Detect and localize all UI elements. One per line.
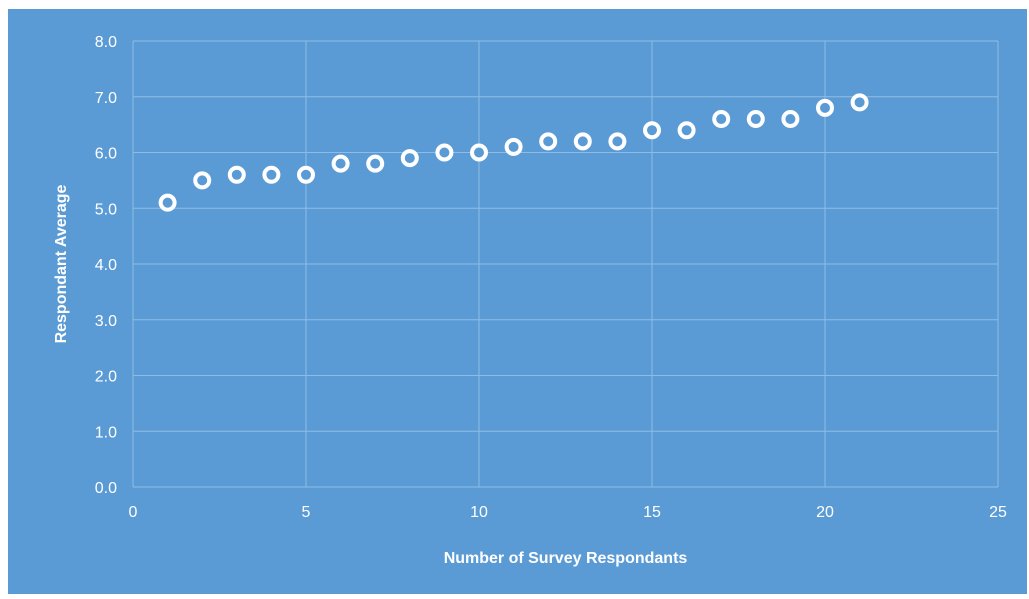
x-tick-label: 5 bbox=[302, 504, 311, 521]
chart-area: 0.0 1.0 2.0 3.0 4.0 5.0 6.0 7.0 8.0 0 5 10 15 20 25 N… bbox=[8, 9, 1027, 594]
data-points bbox=[158, 93, 869, 212]
data-point bbox=[504, 137, 523, 156]
x-tick-label: 15 bbox=[643, 504, 661, 521]
y-tick-label: 4.0 bbox=[95, 257, 117, 274]
x-tick-label: 20 bbox=[816, 504, 834, 521]
data-point bbox=[158, 193, 177, 212]
data-point bbox=[470, 143, 488, 162]
gridlines bbox=[132, 40, 999, 488]
data-point bbox=[816, 98, 834, 117]
data-point bbox=[331, 154, 350, 173]
data-point bbox=[850, 93, 869, 112]
data-point bbox=[227, 165, 246, 184]
data-point bbox=[643, 121, 661, 140]
y-tick-label: 2.0 bbox=[95, 369, 117, 386]
y-tick-label: 8.0 bbox=[95, 34, 117, 51]
y-tick-label: 5.0 bbox=[95, 201, 117, 218]
data-point bbox=[435, 143, 454, 162]
data-point bbox=[539, 132, 558, 151]
x-tick-label: 25 bbox=[989, 504, 1007, 521]
y-tick-label: 1.0 bbox=[95, 424, 117, 441]
data-point bbox=[400, 149, 419, 168]
scatter-chart: 0.0 1.0 2.0 3.0 4.0 5.0 6.0 7.0 8.0 0 5 10 15 20 25 N… bbox=[53, 34, 1007, 567]
y-axis-ticks: 0.0 1.0 2.0 3.0 4.0 5.0 6.0 7.0 8.0 bbox=[95, 34, 117, 497]
data-point bbox=[677, 121, 696, 140]
data-point bbox=[608, 132, 627, 151]
data-point bbox=[193, 171, 212, 190]
x-tick-label: 10 bbox=[470, 504, 488, 521]
y-tick-label: 6.0 bbox=[95, 146, 117, 163]
data-point bbox=[746, 110, 765, 129]
x-tick-label: 0 bbox=[129, 504, 138, 521]
x-axis-ticks: 0 5 10 15 20 25 bbox=[129, 504, 1007, 521]
data-point bbox=[262, 165, 281, 184]
data-point bbox=[712, 110, 731, 129]
y-tick-label: 7.0 bbox=[95, 90, 117, 107]
x-axis-title: Number of Survey Respondants bbox=[444, 550, 688, 567]
y-tick-label: 0.0 bbox=[95, 480, 117, 497]
y-axis-title: Respondant Average bbox=[53, 184, 70, 343]
data-point bbox=[573, 132, 592, 151]
data-point bbox=[366, 154, 385, 173]
data-point bbox=[781, 110, 800, 129]
y-tick-label: 3.0 bbox=[95, 313, 117, 330]
data-point bbox=[297, 165, 315, 184]
